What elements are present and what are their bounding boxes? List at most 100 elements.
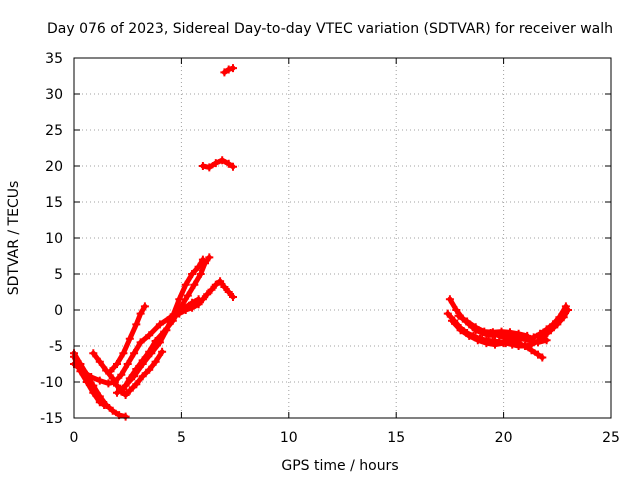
y-axis-label: SDTVAR / TECUs (6, 181, 22, 296)
data-series (70, 64, 572, 421)
x-tick-label: 15 (387, 430, 405, 446)
data-point (538, 353, 547, 362)
data-point (521, 342, 530, 350)
data-point (89, 349, 98, 358)
x-axis-label: GPS time / hours (281, 458, 398, 474)
data-point (130, 372, 139, 381)
data-point (229, 64, 237, 73)
data-point (168, 313, 177, 322)
data-point (95, 398, 104, 407)
data-point (465, 331, 474, 340)
data-point (443, 309, 452, 318)
data-point (113, 388, 121, 397)
axis-ticks (73, 57, 612, 419)
data-point (113, 381, 121, 390)
data-point (147, 349, 156, 358)
data-point (503, 334, 512, 343)
data-point (82, 378, 91, 386)
grid-lines (74, 58, 611, 418)
y-tick-labels: -15 -10 -5 0 5 10 15 20 25 30 35 (40, 51, 63, 427)
y-tick-label: 15 (45, 195, 63, 211)
data-point (525, 336, 534, 345)
data-point (162, 326, 171, 335)
data-point (158, 347, 167, 356)
data-point (121, 381, 130, 390)
y-tick-label: 25 (45, 123, 63, 139)
data-point (491, 340, 499, 349)
data-point (456, 326, 465, 335)
data-point (488, 328, 497, 337)
x-tick-label: 5 (177, 430, 186, 446)
data-point (175, 295, 184, 304)
y-tick-label: 35 (45, 51, 63, 67)
data-point (138, 360, 147, 368)
data-point (564, 306, 572, 314)
data-point (527, 346, 536, 355)
data-point (125, 386, 134, 395)
data-point (145, 331, 154, 340)
data-point (136, 338, 145, 347)
data-point (546, 326, 555, 335)
data-point (482, 339, 491, 348)
x-tick-label: 25 (602, 430, 620, 446)
data-point (95, 357, 104, 366)
data-point (523, 331, 532, 340)
data-point (89, 388, 98, 397)
data-point (119, 349, 128, 358)
data-point (473, 336, 482, 345)
data-point (224, 288, 233, 296)
data-point (198, 162, 207, 170)
data-point (198, 295, 207, 304)
series-arc4 (90, 349, 165, 398)
data-point (106, 367, 115, 376)
data-point (445, 295, 454, 304)
data-point (136, 309, 145, 318)
data-point (514, 329, 523, 338)
data-point (452, 306, 461, 314)
data-point (181, 280, 190, 289)
data-point (220, 68, 229, 77)
data-point (87, 373, 96, 381)
data-point (151, 357, 160, 366)
y-tick-label: 5 (54, 267, 63, 283)
data-point (224, 159, 233, 168)
data-point (194, 300, 203, 309)
x-tick-label: 10 (280, 430, 298, 446)
data-point (183, 291, 192, 300)
data-point (480, 327, 489, 336)
x-tick-label: 20 (495, 430, 513, 446)
data-point (132, 320, 141, 329)
data-point (205, 163, 214, 172)
data-point (155, 320, 164, 329)
data-point (123, 360, 132, 368)
data-point (497, 327, 506, 336)
data-point (130, 349, 139, 358)
data-point (100, 401, 109, 409)
data-point (553, 320, 562, 329)
data-point (542, 336, 551, 345)
data-point (140, 302, 149, 311)
data-point (190, 280, 199, 289)
data-point (454, 311, 463, 320)
data-point (229, 293, 237, 301)
data-point (203, 290, 212, 299)
x-tick-labels: 0 5 10 15 20 25 (70, 430, 620, 446)
data-point (121, 391, 130, 399)
data-point (188, 270, 197, 278)
y-tick-label: 30 (45, 87, 63, 103)
data-point (155, 338, 164, 347)
data-point (121, 412, 130, 421)
chart-title: Day 076 of 2023, Sidereal Day-to-day VTE… (47, 21, 613, 37)
data-point (512, 338, 521, 347)
data-point (229, 162, 237, 171)
data-point (117, 370, 126, 379)
y-tick-label: 0 (54, 303, 63, 319)
data-point (463, 317, 472, 326)
data-point (506, 328, 514, 337)
y-tick-label: 20 (45, 159, 63, 175)
data-point (218, 156, 227, 165)
data-point (194, 262, 203, 271)
data-point (220, 283, 229, 291)
data-point (138, 372, 147, 381)
